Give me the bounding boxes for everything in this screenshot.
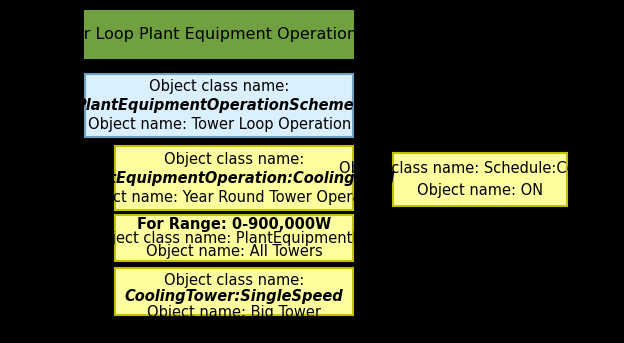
- Text: Object name: ON: Object name: ON: [417, 183, 543, 198]
- Text: Object name: Big Tower: Object name: Big Tower: [147, 305, 321, 320]
- Text: Object class name:: Object class name:: [164, 152, 305, 167]
- Text: Object class name:: Object class name:: [149, 79, 290, 94]
- Text: CoolingTower:SingleSpeed: CoolingTower:SingleSpeed: [125, 289, 343, 304]
- Text: Object class name:: Object class name:: [164, 273, 305, 288]
- Text: Condenser Loop Plant Equipment Operation Schemes: Condenser Loop Plant Equipment Operation…: [4, 27, 435, 42]
- FancyBboxPatch shape: [393, 153, 567, 206]
- Text: PlantEquipmentOperation:CoolingLoad: PlantEquipmentOperation:CoolingLoad: [74, 170, 395, 186]
- Text: Object class name: ​Schedule:Compact: Object class name: ​Schedule:Compact: [339, 161, 622, 176]
- Text: Object name: Year Round Tower Operation: Object name: Year Round Tower Operation: [79, 190, 389, 204]
- Text: Object class name: PlantEquipmentList: Object class name: PlantEquipmentList: [90, 230, 378, 246]
- FancyBboxPatch shape: [115, 215, 353, 261]
- FancyBboxPatch shape: [115, 146, 353, 210]
- FancyBboxPatch shape: [85, 11, 353, 58]
- Text: Object name: Tower Loop Operation: Object name: Tower Loop Operation: [87, 117, 351, 132]
- FancyBboxPatch shape: [85, 74, 353, 137]
- Text: For Range: 0-900,000W: For Range: 0-900,000W: [137, 217, 331, 232]
- Text: Object name: All Towers: Object name: All Towers: [146, 244, 323, 259]
- Text: PlantEquipmentOperationSchemes: PlantEquipmentOperationSchemes: [76, 98, 363, 113]
- FancyBboxPatch shape: [115, 268, 353, 315]
